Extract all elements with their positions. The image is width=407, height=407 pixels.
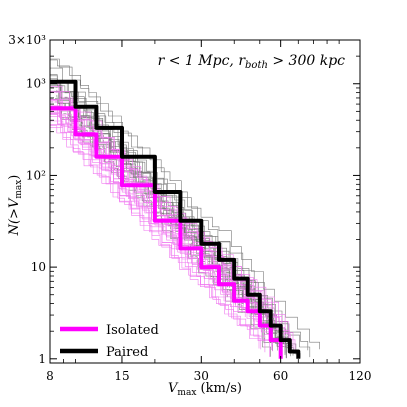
legend-label-isolated: Isolated [106,323,159,338]
halo-curve [50,120,260,349]
x-axis-label: Vmax (km/s) [168,381,242,398]
halo-curve [50,125,262,350]
halo-curve [50,82,289,352]
halo-curve [50,90,296,353]
mean-curves [50,79,301,359]
x-tick-label: 15 [114,369,129,383]
axis-ticks: 8 15 30 60 120 1 10 10² 10³ 3×10³ [8,33,371,383]
halo-curve [50,106,273,351]
series-line-paired [50,79,301,359]
x-tick-label: 120 [349,369,372,383]
annotation: r < 1 Mpc, rboth > 300 kpc [158,53,346,71]
plot-frame [49,39,361,364]
halo-curve [50,124,246,317]
y-axis-label: N(>Vmax) [7,175,24,237]
individual-halo-curves [50,58,320,359]
y-tick-label: 10 [31,260,46,274]
legend: Isolated Paired [60,323,159,360]
halo-curve [50,127,270,357]
x-tick-label: 30 [194,369,209,383]
series-line-isolated [50,106,283,359]
halo-curve [50,108,281,355]
halo-curve [50,110,273,352]
x-tick-label: 8 [46,369,54,383]
halo-curve [50,113,262,330]
halo-curve [50,99,266,317]
legend-label-paired: Paired [106,345,148,360]
y-tick-label: 3×10³ [8,33,46,47]
x-tick-label: 60 [273,369,288,383]
halo-curve [50,114,273,345]
halo-curve [50,116,266,353]
y-tick-label: 10² [26,168,46,182]
y-tick-label: 10³ [26,77,46,91]
y-tick-label: 1 [38,352,46,366]
halo-curve [50,109,271,357]
